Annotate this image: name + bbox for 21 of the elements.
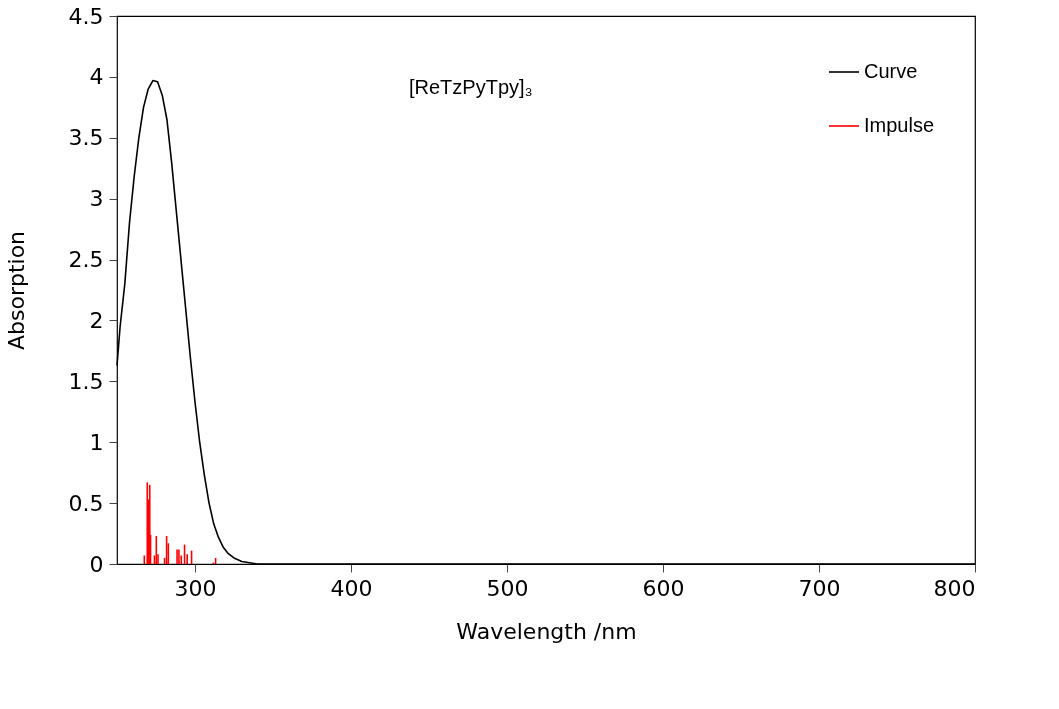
x-axis-title: Wavelength /nm (456, 618, 637, 644)
y-tick-label: 1 (89, 429, 104, 455)
x-tick-label: 300 (174, 575, 217, 601)
y-tick-label: 2.5 (68, 247, 104, 273)
x-tick-label: 400 (330, 575, 373, 601)
y-tick-label: 1.5 (68, 368, 104, 394)
legend-label: Curve (864, 60, 918, 82)
y-tick-label: 4 (89, 64, 104, 90)
annotation: [ReTzPyTpy]₃ (409, 76, 533, 98)
x-tick-label: 700 (798, 575, 841, 601)
y-tick-label: 0 (89, 551, 104, 577)
y-tick-label: 3 (89, 186, 104, 212)
y-tick-label: 3.5 (68, 125, 104, 151)
x-tick-label: 500 (486, 575, 529, 601)
y-tick-label: 0.5 (68, 490, 104, 516)
y-axis-title: Absorption (3, 230, 29, 351)
y-tick-label: 2 (89, 307, 104, 333)
legend-label: Impulse (864, 114, 935, 136)
x-tick-label: 600 (642, 575, 685, 601)
x-tick-label: 800 (933, 575, 976, 601)
y-tick-label: 4.5 (68, 3, 104, 29)
